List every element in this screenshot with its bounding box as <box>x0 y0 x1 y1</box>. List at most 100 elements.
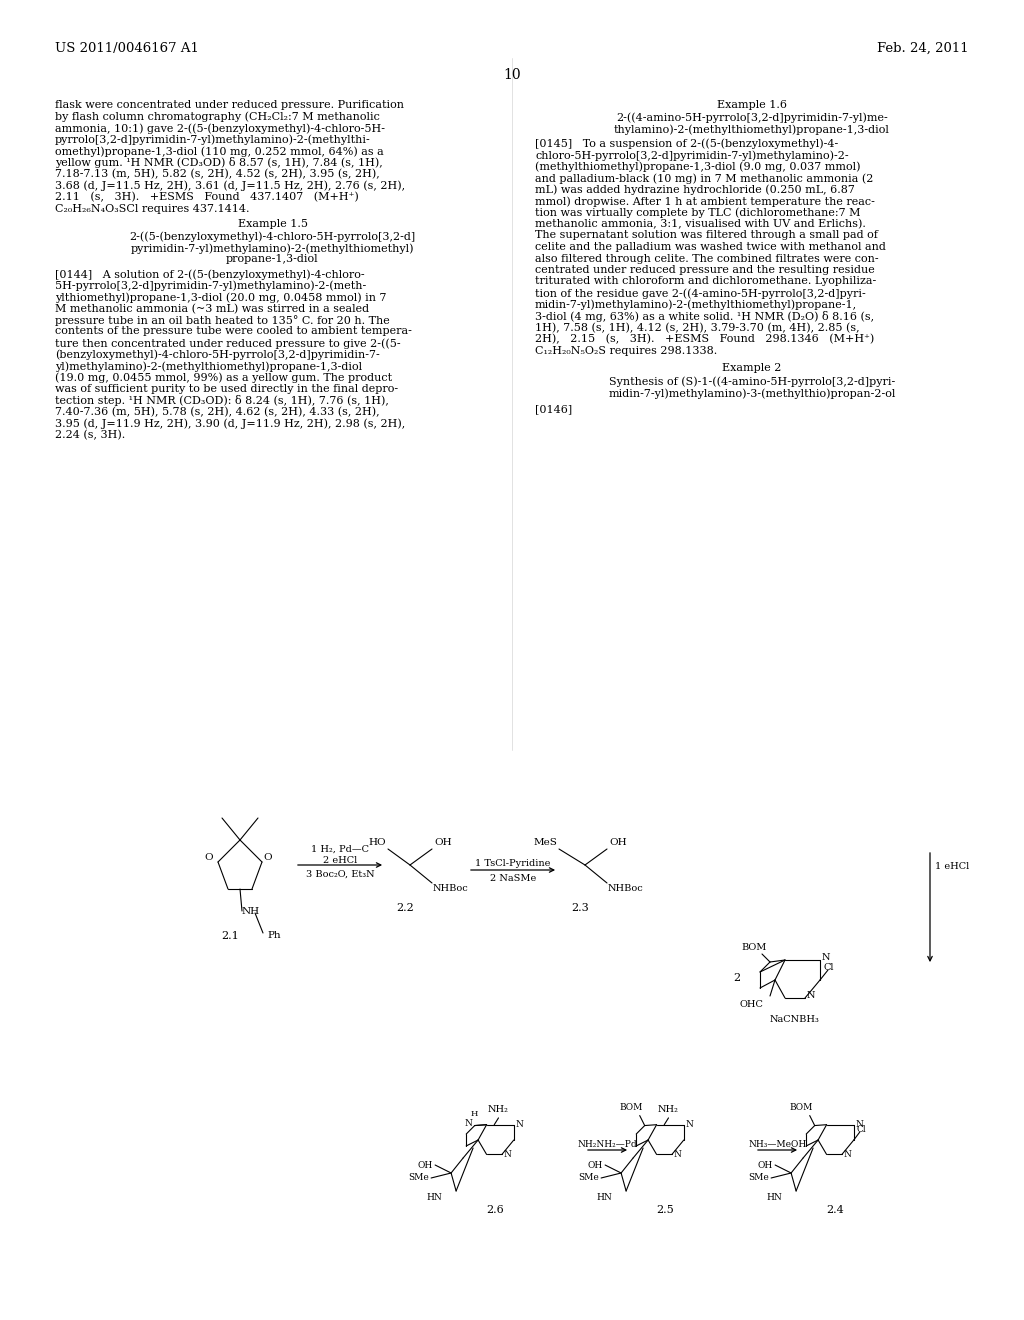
Text: N: N <box>504 1150 512 1159</box>
Text: ylthiomethyl)propane-1,3-diol (20.0 mg, 0.0458 mmol) in 7: ylthiomethyl)propane-1,3-diol (20.0 mg, … <box>55 292 386 302</box>
Text: midin-7-yl)methylamino)-3-(methylthio)propan-2-ol: midin-7-yl)methylamino)-3-(methylthio)pr… <box>608 388 896 399</box>
Text: BOM: BOM <box>741 942 767 952</box>
Text: 1 TsCl-Pyridine: 1 TsCl-Pyridine <box>475 859 551 869</box>
Text: yl)methylamino)-2-(methylthiomethyl)propane-1,3-diol: yl)methylamino)-2-(methylthiomethyl)prop… <box>55 360 362 371</box>
Text: 2.24 (s, 3H).: 2.24 (s, 3H). <box>55 430 125 441</box>
Text: NHBoc: NHBoc <box>433 884 469 894</box>
Text: NaCNBH₃: NaCNBH₃ <box>770 1015 820 1024</box>
Text: midin-7-yl)methylamino)-2-(methylthiomethyl)propane-1,: midin-7-yl)methylamino)-2-(methylthiomet… <box>535 300 857 310</box>
Text: Ph: Ph <box>267 931 281 940</box>
Text: 7.40-7.36 (m, 5H), 5.78 (s, 2H), 4.62 (s, 2H), 4.33 (s, 2H),: 7.40-7.36 (m, 5H), 5.78 (s, 2H), 4.62 (s… <box>55 407 380 417</box>
Text: 2H),   2.15   (s,   3H).   +ESMS   Found   298.1346   (M+H⁺): 2H), 2.15 (s, 3H). +ESMS Found 298.1346 … <box>535 334 874 345</box>
Text: HN: HN <box>426 1193 442 1203</box>
Text: [0144]   A solution of 2-((5-(benzyloxymethyl)-4-chloro-: [0144] A solution of 2-((5-(benzyloxymet… <box>55 269 365 280</box>
Text: HN: HN <box>596 1193 612 1203</box>
Text: 10: 10 <box>503 69 521 82</box>
Text: HO: HO <box>369 838 386 847</box>
Text: 2.11   (s,   3H).   +ESMS   Found   437.1407   (M+H⁺): 2.11 (s, 3H). +ESMS Found 437.1407 (M+H⁺… <box>55 191 358 202</box>
Text: H: H <box>471 1110 478 1118</box>
Text: 2: 2 <box>733 973 740 983</box>
Text: thylamino)-2-(methylthiomethyl)propane-1,3-diol: thylamino)-2-(methylthiomethyl)propane-1… <box>614 124 890 135</box>
Text: celite and the palladium was washed twice with methanol and: celite and the palladium was washed twic… <box>535 242 886 252</box>
Text: MeS: MeS <box>534 838 557 847</box>
Text: ammonia, 10:1) gave 2-((5-(benzyloxymethyl)-4-chloro-5H-: ammonia, 10:1) gave 2-((5-(benzyloxymeth… <box>55 123 385 133</box>
Text: pyrrolo[3,2-d]pyrimidin-7-yl)methylamino)-2-(methylthi-: pyrrolo[3,2-d]pyrimidin-7-yl)methylamino… <box>55 135 371 145</box>
Text: M methanolic ammonia (~3 mL) was stirred in a sealed: M methanolic ammonia (~3 mL) was stirred… <box>55 304 369 314</box>
Text: OH: OH <box>418 1160 433 1170</box>
Text: 2.2: 2.2 <box>396 903 414 913</box>
Text: Example 1.5: Example 1.5 <box>238 219 307 228</box>
Text: 1 H₂, Pd—C: 1 H₂, Pd—C <box>311 845 369 854</box>
Text: 2.4: 2.4 <box>826 1205 844 1214</box>
Text: 2 NaSMe: 2 NaSMe <box>489 874 537 883</box>
Text: HN: HN <box>766 1193 782 1203</box>
Text: NH₂: NH₂ <box>488 1106 509 1114</box>
Text: N: N <box>856 1121 863 1129</box>
Text: and palladium-black (10 mg) in 7 M methanolic ammonia (2: and palladium-black (10 mg) in 7 M metha… <box>535 173 873 183</box>
Text: also filtered through celite. The combined filtrates were con-: also filtered through celite. The combin… <box>535 253 879 264</box>
Text: was of sufficient purity to be used directly in the final depro-: was of sufficient purity to be used dire… <box>55 384 398 393</box>
Text: 2-((4-amino-5H-pyrrolo[3,2-d]pyrimidin-7-yl)me-: 2-((4-amino-5H-pyrrolo[3,2-d]pyrimidin-7… <box>616 112 888 123</box>
Text: 2.5: 2.5 <box>656 1205 674 1214</box>
Text: contents of the pressure tube were cooled to ambient tempera-: contents of the pressure tube were coole… <box>55 326 412 337</box>
Text: Synthesis of (S)-1-((4-amino-5H-pyrrolo[3,2-d]pyri-: Synthesis of (S)-1-((4-amino-5H-pyrrolo[… <box>609 376 895 387</box>
Text: (19.0 mg, 0.0455 mmol, 99%) as a yellow gum. The product: (19.0 mg, 0.0455 mmol, 99%) as a yellow … <box>55 372 392 383</box>
Text: ture then concentrated under reduced pressure to give 2-((5-: ture then concentrated under reduced pre… <box>55 338 400 348</box>
Text: methanolic ammonia, 3:1, visualised with UV and Erlichs).: methanolic ammonia, 3:1, visualised with… <box>535 219 866 230</box>
Text: N: N <box>516 1121 523 1129</box>
Text: N: N <box>822 953 830 961</box>
Text: mL) was added hydrazine hydrochloride (0.250 mL, 6.87: mL) was added hydrazine hydrochloride (0… <box>535 185 855 195</box>
Text: Feb. 24, 2011: Feb. 24, 2011 <box>878 42 969 55</box>
Text: OH: OH <box>609 838 627 847</box>
Text: 2 eHCl: 2 eHCl <box>323 855 357 865</box>
Text: NH₃—MeOH: NH₃—MeOH <box>749 1140 807 1148</box>
Text: OH: OH <box>434 838 452 847</box>
Text: triturated with chloroform and dichloromethane. Lyophiliza-: triturated with chloroform and dichlorom… <box>535 276 877 286</box>
Text: BOM: BOM <box>620 1102 643 1111</box>
Text: NH: NH <box>242 907 260 916</box>
Text: O: O <box>263 854 271 862</box>
Text: 3.68 (d, J=11.5 Hz, 2H), 3.61 (d, J=11.5 Hz, 2H), 2.76 (s, 2H),: 3.68 (d, J=11.5 Hz, 2H), 3.61 (d, J=11.5… <box>55 181 406 191</box>
Text: yellow gum. ¹H NMR (CD₃OD) δ 8.57 (s, 1H), 7.84 (s, 1H),: yellow gum. ¹H NMR (CD₃OD) δ 8.57 (s, 1H… <box>55 157 383 169</box>
Text: tection step. ¹H NMR (CD₃OD): δ 8.24 (s, 1H), 7.76 (s, 1H),: tection step. ¹H NMR (CD₃OD): δ 8.24 (s,… <box>55 396 389 407</box>
Text: SMe: SMe <box>409 1173 429 1183</box>
Text: Example 2: Example 2 <box>722 363 781 374</box>
Text: SMe: SMe <box>579 1173 599 1183</box>
Text: mmol) dropwise. After 1 h at ambient temperature the reac-: mmol) dropwise. After 1 h at ambient tem… <box>535 195 874 206</box>
Text: 3-diol (4 mg, 63%) as a white solid. ¹H NMR (D₂O) δ 8.16 (s,: 3-diol (4 mg, 63%) as a white solid. ¹H … <box>535 312 874 322</box>
Text: pressure tube in an oil bath heated to 135° C. for 20 h. The: pressure tube in an oil bath heated to 1… <box>55 315 390 326</box>
Text: 7.18-7.13 (m, 5H), 5.82 (s, 2H), 4.52 (s, 2H), 3.95 (s, 2H),: 7.18-7.13 (m, 5H), 5.82 (s, 2H), 4.52 (s… <box>55 169 380 180</box>
Text: The supernatant solution was filtered through a small pad of: The supernatant solution was filtered th… <box>535 231 878 240</box>
Text: Example 1.6: Example 1.6 <box>717 100 787 110</box>
Text: NH₂NH₂—Pd: NH₂NH₂—Pd <box>578 1140 637 1148</box>
Text: (benzyloxymethyl)-4-chloro-5H-pyrrolo[3,2-d]pyrimidin-7-: (benzyloxymethyl)-4-chloro-5H-pyrrolo[3,… <box>55 350 380 360</box>
Text: C₁₂H₂₀N₅O₂S requires 298.1338.: C₁₂H₂₀N₅O₂S requires 298.1338. <box>535 346 717 355</box>
Text: 3 Boc₂O, Et₃N: 3 Boc₂O, Et₃N <box>306 870 375 879</box>
Text: SMe: SMe <box>749 1173 769 1183</box>
Text: Cl: Cl <box>823 964 834 973</box>
Text: propane-1,3-diol: propane-1,3-diol <box>226 255 318 264</box>
Text: BOM: BOM <box>790 1102 813 1111</box>
Text: [0146]: [0146] <box>535 404 572 414</box>
Text: pyrimidin-7-yl)methylamino)-2-(methylthiomethyl): pyrimidin-7-yl)methylamino)-2-(methylthi… <box>131 243 415 253</box>
Text: US 2011/0046167 A1: US 2011/0046167 A1 <box>55 42 199 55</box>
Text: NH₂: NH₂ <box>658 1106 679 1114</box>
Text: N: N <box>686 1121 693 1129</box>
Text: OH: OH <box>588 1160 603 1170</box>
Text: N: N <box>844 1150 852 1159</box>
Text: 2.6: 2.6 <box>486 1205 504 1214</box>
Text: C₂₀H₂₆N₄O₃SCl requires 437.1414.: C₂₀H₂₆N₄O₃SCl requires 437.1414. <box>55 203 250 214</box>
Text: flask were concentrated under reduced pressure. Purification: flask were concentrated under reduced pr… <box>55 100 404 110</box>
Text: 1H), 7.58 (s, 1H), 4.12 (s, 2H), 3.79-3.70 (m, 4H), 2.85 (s,: 1H), 7.58 (s, 1H), 4.12 (s, 2H), 3.79-3.… <box>535 322 859 333</box>
Text: (methylthiomethyl)propane-1,3-diol (9.0 mg, 0.037 mmol): (methylthiomethyl)propane-1,3-diol (9.0 … <box>535 161 860 172</box>
Text: 1 eHCl: 1 eHCl <box>935 862 970 871</box>
Text: tion of the residue gave 2-((4-amino-5H-pyrrolo[3,2-d]pyri-: tion of the residue gave 2-((4-amino-5H-… <box>535 288 865 298</box>
Text: N: N <box>674 1150 682 1159</box>
Text: OH: OH <box>758 1160 773 1170</box>
Text: by flash column chromatography (CH₂Cl₂:7 M methanolic: by flash column chromatography (CH₂Cl₂:7… <box>55 111 380 121</box>
Text: [0145]   To a suspension of 2-((5-(benzyloxymethyl)-4-: [0145] To a suspension of 2-((5-(benzylo… <box>535 139 839 149</box>
Text: N: N <box>807 990 815 999</box>
Text: centrated under reduced pressure and the resulting residue: centrated under reduced pressure and the… <box>535 265 874 275</box>
Text: 2-((5-(benzyloxymethyl)-4-chloro-5H-pyrrolo[3,2-d]: 2-((5-(benzyloxymethyl)-4-chloro-5H-pyrr… <box>129 231 416 242</box>
Text: NHBoc: NHBoc <box>608 884 644 894</box>
